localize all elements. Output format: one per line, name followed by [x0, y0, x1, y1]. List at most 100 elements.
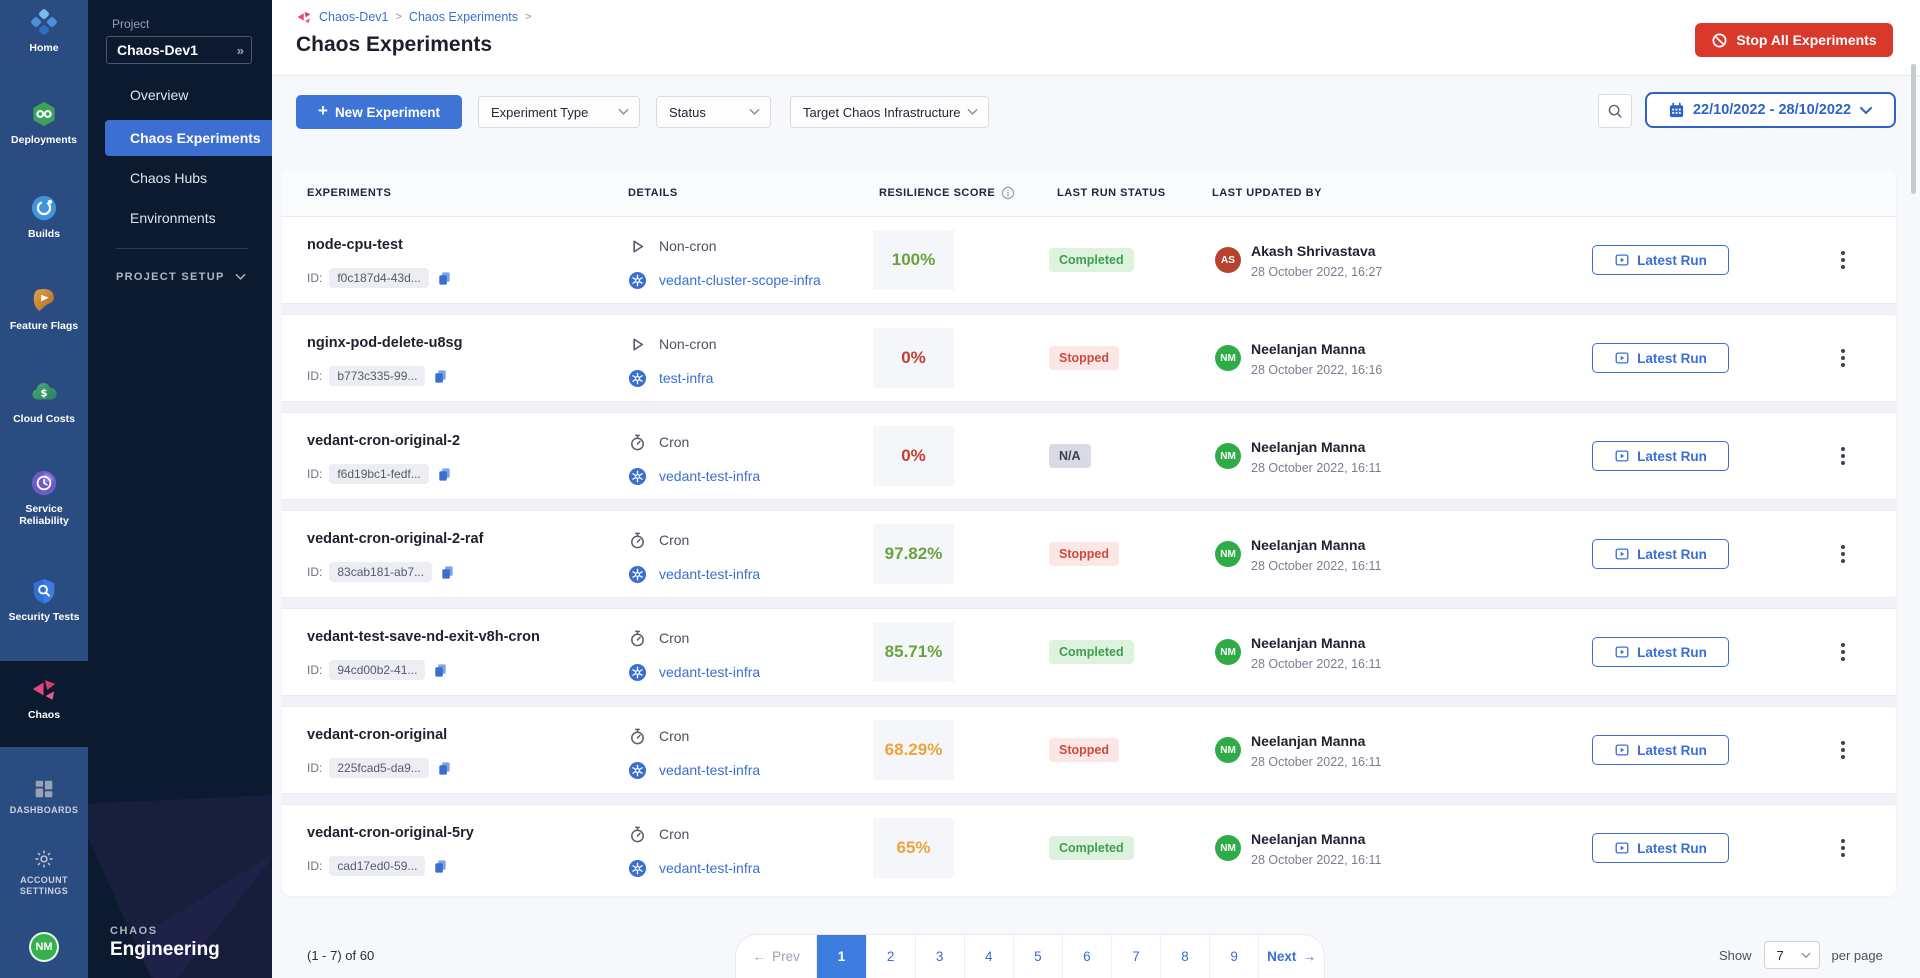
status-cell: Stopped [1049, 511, 1119, 597]
pagination: ← Prev 1 2 3 4 5 6 7 8 9 Next → [735, 934, 1325, 978]
sidebar-item-security-tests[interactable]: Security Tests [0, 577, 88, 623]
infrastructure-link[interactable]: vedant-test-infra [659, 860, 761, 876]
project-menu-environments[interactable]: Environments [130, 210, 216, 226]
show-label: Show [1719, 947, 1752, 963]
new-experiment-button[interactable]: + New Experiment [296, 95, 462, 129]
pagination-page-1[interactable]: 1 [816, 935, 866, 978]
cron-clock-icon [628, 531, 647, 550]
latest-run-button[interactable]: Latest Run [1592, 441, 1729, 471]
pagination-page-2[interactable]: 2 [865, 935, 915, 978]
latest-run-button[interactable]: Latest Run [1592, 245, 1729, 275]
breadcrumb-separator: > [525, 11, 532, 23]
infrastructure-link[interactable]: vedant-test-infra [659, 468, 761, 484]
user-avatar[interactable]: NM [29, 932, 59, 962]
latest-run-label: Latest Run [1637, 840, 1707, 856]
prev-arrow-icon: ← [752, 949, 767, 964]
page-size-select[interactable]: 7 [1763, 941, 1820, 969]
infrastructure-link[interactable]: vedant-test-infra [659, 566, 761, 582]
pagination-prev[interactable]: ← Prev [736, 935, 816, 978]
pagination-page-4[interactable]: 4 [963, 935, 1013, 978]
project-setup-toggle[interactable]: PROJECT SETUP [116, 271, 248, 283]
latest-run-label: Latest Run [1637, 742, 1707, 758]
latest-run-button[interactable]: Latest Run [1592, 833, 1729, 863]
search-button[interactable] [1598, 94, 1632, 128]
kebab-menu-icon[interactable] [1834, 348, 1852, 368]
pagination-page-7[interactable]: 7 [1110, 935, 1160, 978]
copy-icon[interactable] [432, 368, 449, 385]
copy-icon[interactable] [436, 760, 453, 777]
status-badge: Completed [1049, 640, 1134, 664]
search-icon [1608, 104, 1622, 118]
chevron-down-icon [618, 108, 629, 115]
experiment-name[interactable]: vedant-cron-original-5ry [307, 825, 474, 841]
latest-run-button[interactable]: Latest Run [1592, 343, 1729, 373]
experiment-id: cad17ed0-59... [329, 856, 426, 876]
latest-run-button[interactable]: Latest Run [1592, 539, 1729, 569]
infrastructure-line: vedant-test-infra [628, 465, 760, 487]
pagination-next[interactable]: Next → [1258, 935, 1324, 978]
sidebar-item-builds[interactable]: Builds [0, 194, 88, 240]
sidebar-item-chaos[interactable]: Chaos [0, 661, 88, 747]
copy-icon[interactable] [436, 466, 453, 483]
copy-icon[interactable] [436, 270, 453, 287]
infrastructure-link[interactable]: test-infra [659, 370, 714, 386]
resilience-score-cell: 0% [873, 328, 954, 388]
updated-date: 28 October 2022, 16:27 [1251, 265, 1383, 279]
copy-icon[interactable] [432, 662, 449, 679]
experiment-name[interactable]: vedant-test-save-nd-exit-v8h-cron [307, 629, 540, 645]
experiment-name[interactable]: nginx-pod-delete-u8sg [307, 335, 463, 351]
resilience-score-cell: 68.29% [873, 720, 954, 780]
run-icon [1615, 842, 1629, 854]
pagination-page-6[interactable]: 6 [1061, 935, 1111, 978]
experiment-name[interactable]: vedant-cron-original-2-raf [307, 531, 484, 547]
sidebar-item-dashboards[interactable]: DASHBOARDS [0, 774, 88, 834]
updated-date: 28 October 2022, 16:11 [1251, 657, 1382, 671]
infrastructure-line: vedant-test-infra [628, 857, 760, 879]
kebab-menu-icon[interactable] [1834, 642, 1852, 662]
pagination-page-5[interactable]: 5 [1012, 935, 1062, 978]
breadcrumb-link[interactable]: Chaos Experiments [408, 10, 518, 24]
project-menu-chaos-hubs[interactable]: Chaos Hubs [130, 170, 208, 186]
sidebar-item-deployments[interactable]: Deployments [0, 100, 88, 146]
sidebar-item-cloud-costs[interactable]: $ Cloud Costs [0, 379, 88, 425]
latest-run-button[interactable]: Latest Run [1592, 637, 1729, 667]
project-menu-chaos-experiments[interactable]: Chaos Experiments [105, 120, 272, 156]
filter-target-chaos-infrastructure[interactable]: Target Chaos Infrastructure [790, 96, 989, 128]
info-icon[interactable] [1001, 186, 1015, 200]
experiment-name[interactable]: vedant-cron-original [307, 727, 448, 743]
breadcrumb-link[interactable]: Chaos-Dev1 [319, 10, 389, 24]
infrastructure-icon [628, 565, 647, 584]
latest-run-button[interactable]: Latest Run [1592, 735, 1729, 765]
infrastructure-link[interactable]: vedant-test-infra [659, 762, 761, 778]
filter-experiment-type[interactable]: Experiment Type [478, 96, 640, 128]
project-menu-overview[interactable]: Overview [130, 87, 189, 103]
status-cell: Stopped [1049, 315, 1119, 401]
status-badge: N/A [1049, 444, 1091, 468]
experiment-id: f6d19bc1-fedf... [329, 464, 429, 484]
kebab-menu-icon[interactable] [1834, 446, 1852, 466]
copy-icon[interactable] [432, 858, 449, 875]
kebab-menu-icon[interactable] [1834, 740, 1852, 760]
stop-all-experiments-button[interactable]: Stop All Experiments [1695, 23, 1893, 57]
kebab-menu-icon[interactable] [1834, 838, 1852, 858]
pagination-page-9[interactable]: 9 [1209, 935, 1258, 978]
sidebar-item-home[interactable]: Home [0, 8, 88, 54]
filter-status[interactable]: Status [656, 96, 771, 128]
copy-icon[interactable] [439, 564, 456, 581]
kebab-menu-icon[interactable] [1834, 544, 1852, 564]
sidebar-item-service-reliability[interactable]: Service Reliability [0, 469, 88, 527]
experiment-name[interactable]: vedant-cron-original-2 [307, 433, 461, 449]
infrastructure-link[interactable]: vedant-test-infra [659, 664, 761, 680]
row-separator [282, 499, 1896, 511]
table-row: vedant-cron-original ID: 225fcad5-da9...… [282, 707, 1896, 793]
date-range-picker[interactable]: 22/10/2022 - 28/10/2022 [1645, 92, 1896, 128]
sidebar-item-feature-flags[interactable]: Feature Flags [0, 286, 88, 332]
pagination-page-8[interactable]: 8 [1160, 935, 1209, 978]
project-selector[interactable]: Chaos-Dev1 » [106, 36, 252, 64]
infrastructure-link[interactable]: vedant-cluster-scope-infra [659, 272, 821, 288]
sidebar-item-account-settings[interactable]: ACCOUNT SETTINGS [0, 848, 88, 912]
experiment-name[interactable]: node-cpu-test [307, 237, 403, 253]
vertical-scrollbar[interactable] [1911, 64, 1916, 194]
kebab-menu-icon[interactable] [1834, 250, 1852, 270]
pagination-page-3[interactable]: 3 [914, 935, 964, 978]
